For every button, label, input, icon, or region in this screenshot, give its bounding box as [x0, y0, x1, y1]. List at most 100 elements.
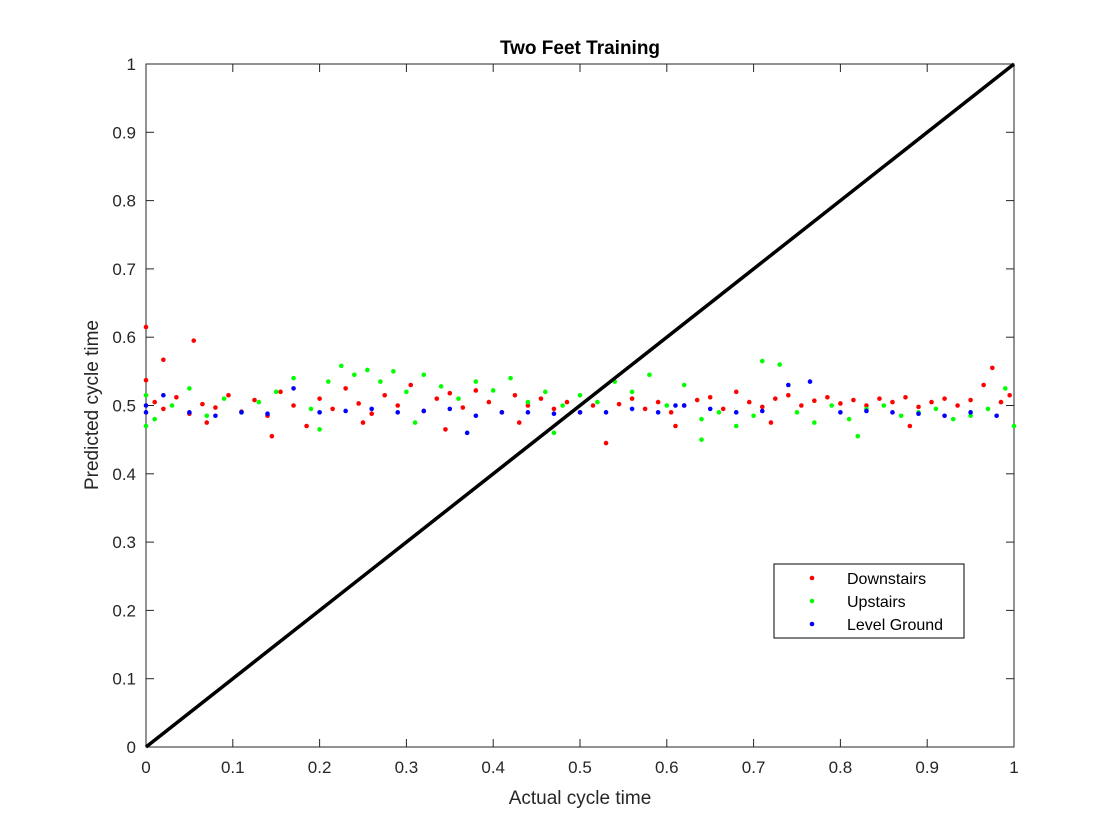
data-point — [1007, 392, 1012, 398]
data-point — [161, 406, 166, 412]
x-tick-label: 0.8 — [829, 758, 853, 777]
data-point — [464, 430, 470, 436]
data-point — [330, 406, 335, 412]
data-point — [759, 358, 765, 364]
data-point — [968, 413, 973, 419]
data-point — [421, 372, 427, 378]
data-point — [421, 408, 427, 414]
data-point — [746, 399, 752, 405]
data-point — [603, 440, 609, 446]
data-point — [213, 405, 218, 410]
data-point — [733, 410, 739, 415]
data-point — [551, 411, 557, 416]
data-point — [352, 372, 357, 378]
data-point — [733, 389, 739, 395]
data-points — [143, 324, 1017, 446]
legend-label-upstairs: Upstairs — [847, 594, 906, 611]
data-point — [169, 403, 175, 408]
data-point — [577, 392, 583, 398]
legend-box — [773, 563, 965, 639]
data-point — [881, 403, 887, 408]
data-point — [812, 420, 817, 425]
data-point — [629, 406, 635, 412]
data-point — [942, 396, 947, 401]
data-point — [838, 401, 843, 406]
data-point — [317, 427, 322, 432]
data-point — [759, 408, 765, 414]
data-point — [174, 395, 179, 400]
data-point — [161, 357, 166, 363]
legend-label-level-ground: Level Ground — [847, 617, 943, 634]
data-point — [516, 420, 522, 425]
legend-marker-upstairs — [809, 598, 815, 604]
data-point — [265, 411, 270, 416]
y-tick-label: 0.7 — [112, 260, 136, 279]
data-point — [473, 388, 479, 393]
data-point — [191, 338, 197, 343]
data-point — [143, 324, 149, 330]
data-point — [443, 427, 448, 432]
x-tick-label: 0 — [141, 758, 150, 777]
data-point — [968, 397, 973, 403]
data-point — [681, 403, 687, 408]
data-point — [143, 377, 149, 383]
data-point — [291, 375, 296, 381]
data-point — [317, 396, 322, 401]
data-point — [907, 423, 913, 429]
data-point — [382, 392, 388, 398]
data-point — [786, 392, 791, 398]
data-point — [655, 410, 661, 415]
data-point — [981, 382, 986, 388]
x-axis-ticks: 0 0.1 0.2 0.3 0.4 0.5 0.6 0.7 0.8 0.9 1 — [141, 64, 1019, 777]
x-tick-label: 0.4 — [481, 758, 505, 777]
data-point — [369, 411, 374, 416]
data-point — [950, 416, 956, 422]
y-tick-label: 1 — [127, 55, 136, 74]
data-point — [786, 382, 791, 388]
data-point — [226, 392, 231, 398]
data-point — [278, 389, 283, 395]
y-axis-ticks: 0 0.1 0.2 0.3 0.4 0.5 0.6 0.7 0.8 0.9 1 — [112, 55, 1014, 757]
data-point — [699, 437, 704, 442]
y-tick-label: 0.5 — [112, 397, 136, 416]
data-point — [508, 375, 513, 381]
data-point — [590, 403, 596, 408]
data-point — [152, 399, 157, 405]
data-point — [777, 362, 782, 367]
data-point — [851, 397, 856, 403]
data-point — [829, 403, 835, 408]
data-point — [304, 423, 309, 429]
data-point — [538, 396, 544, 401]
data-point — [187, 410, 192, 415]
data-point — [213, 413, 218, 419]
data-point — [759, 404, 765, 410]
x-tick-label: 0.5 — [568, 758, 592, 777]
data-point — [955, 403, 960, 408]
data-point — [434, 396, 440, 401]
x-tick-label: 0.2 — [308, 758, 332, 777]
y-tick-label: 0.4 — [112, 465, 136, 484]
data-point — [898, 413, 904, 419]
data-point — [460, 405, 466, 410]
data-point — [317, 410, 322, 415]
data-point — [655, 399, 661, 405]
data-point — [864, 408, 869, 414]
data-point — [603, 410, 609, 415]
data-point — [252, 397, 257, 403]
data-point — [707, 395, 713, 400]
x-tick-label: 0.9 — [915, 758, 939, 777]
data-point — [204, 413, 210, 419]
data-point — [447, 390, 453, 396]
data-point — [395, 403, 401, 408]
data-point — [378, 379, 383, 384]
legend-marker-downstairs — [809, 575, 815, 581]
data-point — [325, 379, 331, 384]
data-point — [408, 382, 414, 388]
data-point — [551, 430, 557, 436]
data-point — [855, 433, 861, 439]
data-point — [616, 401, 622, 407]
data-point — [799, 403, 804, 408]
data-point — [473, 379, 479, 384]
data-point — [438, 384, 444, 389]
